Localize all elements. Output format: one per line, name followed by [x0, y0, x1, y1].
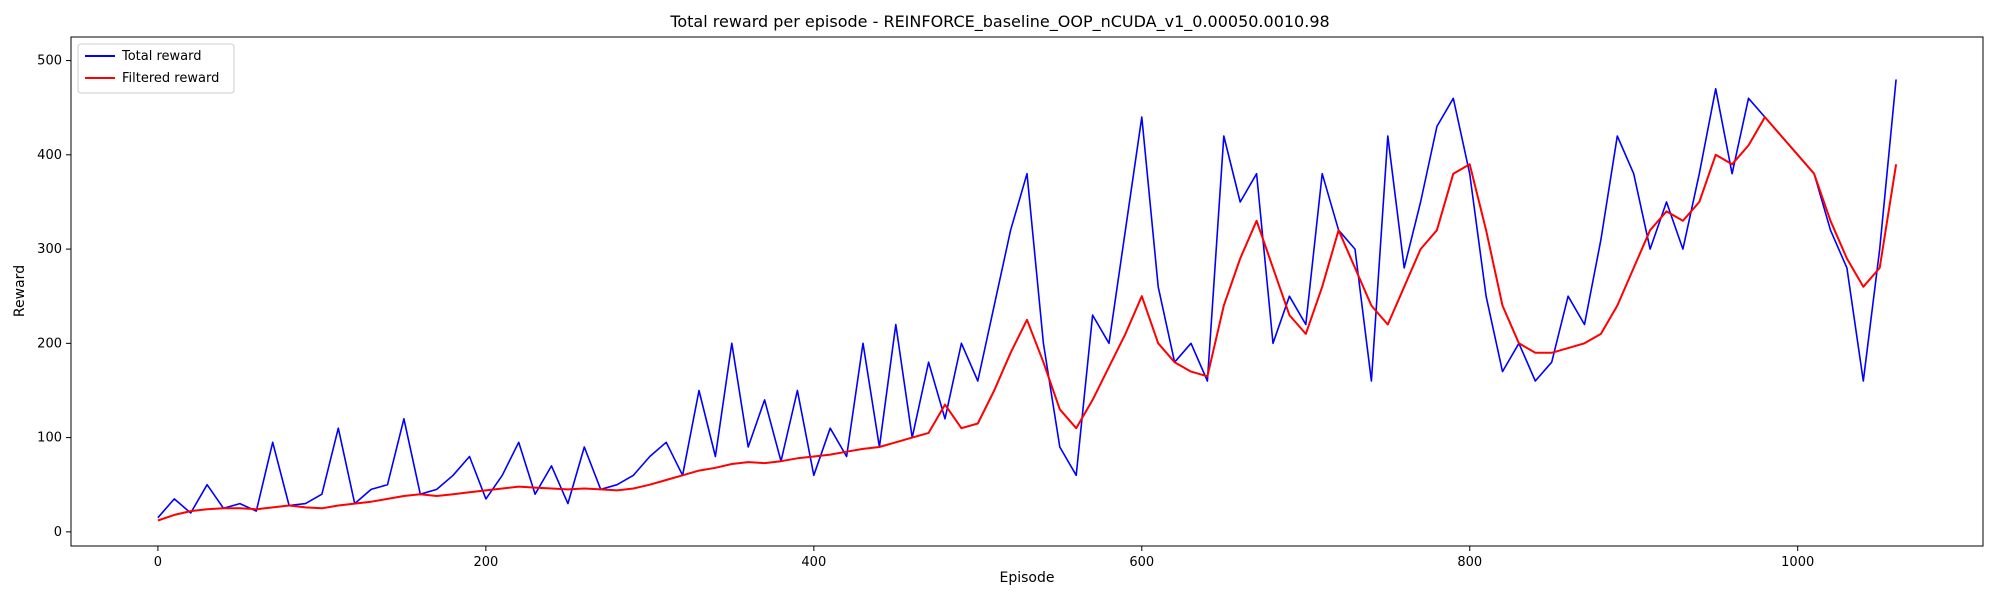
x-tick-label: 0	[154, 555, 162, 570]
x-axis: 0 200 400 600 800 1000	[154, 546, 1814, 570]
x-tick-label: 400	[801, 555, 826, 570]
y-axis: 0 100 200 300 400 500	[37, 54, 71, 540]
chart-title: Total reward per episode - REINFORCE_bas…	[669, 12, 1329, 32]
x-tick-label: 200	[473, 555, 498, 570]
legend-label-filtered: Filtered reward	[122, 71, 219, 86]
y-tick-label: 0	[54, 525, 62, 540]
series-line-filtered-reward	[157, 116, 1898, 522]
legend-label-total: Total reward	[121, 49, 202, 64]
x-tick-label: 600	[1129, 555, 1154, 570]
series-line-total-reward	[157, 79, 1897, 519]
x-axis-label: Episode	[1000, 570, 1055, 586]
y-tick-label: 200	[37, 336, 62, 351]
y-tick-label: 300	[37, 242, 62, 257]
y-tick-label: 100	[37, 431, 62, 446]
x-tick-label: 1000	[1781, 555, 1814, 570]
plot-area	[70, 36, 1984, 547]
y-axis-label: Reward	[12, 265, 28, 317]
series-layer	[157, 79, 1898, 522]
legend: Total reward Filtered reward	[77, 43, 235, 94]
legend-box	[77, 43, 235, 94]
x-tick-label: 800	[1457, 555, 1482, 570]
y-tick-label: 400	[37, 148, 62, 163]
y-tick-label: 500	[37, 54, 62, 69]
